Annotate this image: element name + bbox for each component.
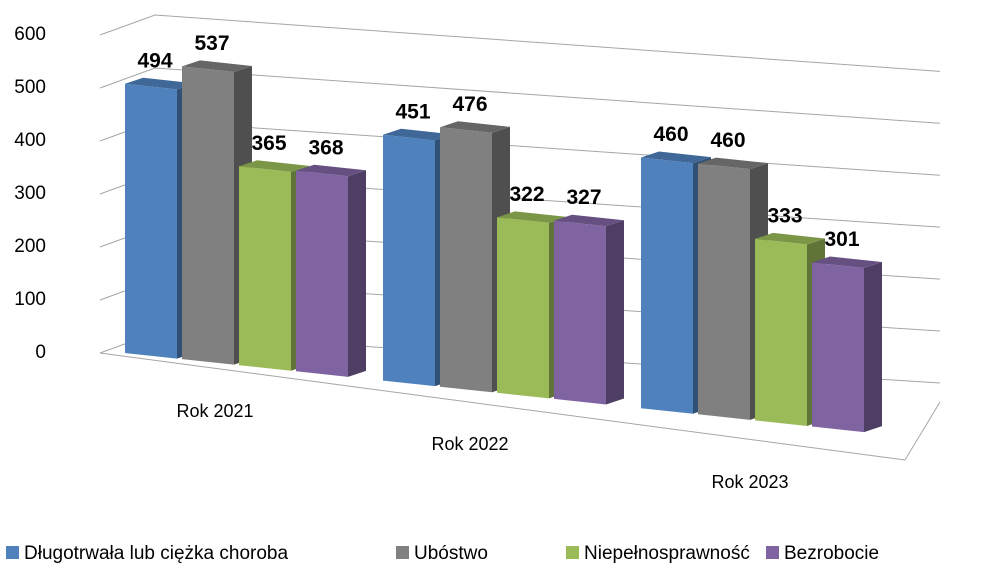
legend-label: Ubóstwo [414,543,488,564]
bar-front [239,166,291,371]
bar-side [864,262,882,433]
data-label: 301 [824,228,859,251]
y-tick-label: 400 [14,130,46,151]
data-label: 333 [767,204,802,227]
grid-line [99,14,941,72]
bar-front [755,238,807,426]
bar-front [812,262,864,433]
grid-line [99,67,941,124]
data-label: 460 [653,123,688,146]
y-tick-label: 0 [35,342,46,363]
data-label: 327 [566,186,601,209]
bar-top [497,211,567,223]
bar-top [440,121,510,133]
bar-top [698,157,768,170]
bar-front [440,127,492,393]
y-tick-label: 200 [14,236,46,257]
bar-side [348,170,366,377]
floor [99,352,941,461]
legend-swatch [396,546,409,559]
x-tick-label: Rok 2022 [431,434,508,454]
y-tick-label: 500 [14,77,46,98]
bar-front [296,170,348,377]
bar-front [383,134,435,387]
data-label: 494 [137,49,172,72]
bar-top [239,160,309,172]
bar-side [606,220,624,405]
bar-top [641,151,711,164]
x-tick-label: Rok 2023 [711,472,788,492]
bar-top [182,60,252,72]
bar-top [383,128,453,141]
bar-top [755,232,825,245]
data-label: 368 [308,136,343,159]
legend-swatch [766,546,779,559]
data-label: 476 [452,93,487,116]
bar-front [698,163,750,420]
y-tick-label: 600 [14,24,46,45]
data-label: 460 [710,129,745,152]
bar-top [812,256,882,269]
bar-top [296,164,366,177]
legend-label: Bezrobocie [784,543,879,564]
legend-swatch [566,546,579,559]
data-label: 322 [509,183,544,206]
y-tick-label: 300 [14,183,46,204]
bar-front [125,83,177,359]
bar-front [554,220,606,405]
bar-front [641,157,693,414]
bar [554,214,624,405]
bar-top [554,214,624,227]
x-tick-label: Rok 2021 [176,401,253,421]
legend-label: Niepełnosprawność [584,543,750,564]
y-tick-label: 100 [14,289,46,310]
bar-front [497,217,549,399]
bar-front [182,66,234,365]
legend-label: Długotrwała lub ciężka choroba [24,543,288,564]
bar [296,164,366,377]
data-label: 537 [194,32,229,55]
data-label: 365 [251,132,286,155]
bar [812,256,882,433]
bar-top [125,77,195,90]
legend-swatch [6,546,19,559]
data-label: 451 [395,100,430,123]
